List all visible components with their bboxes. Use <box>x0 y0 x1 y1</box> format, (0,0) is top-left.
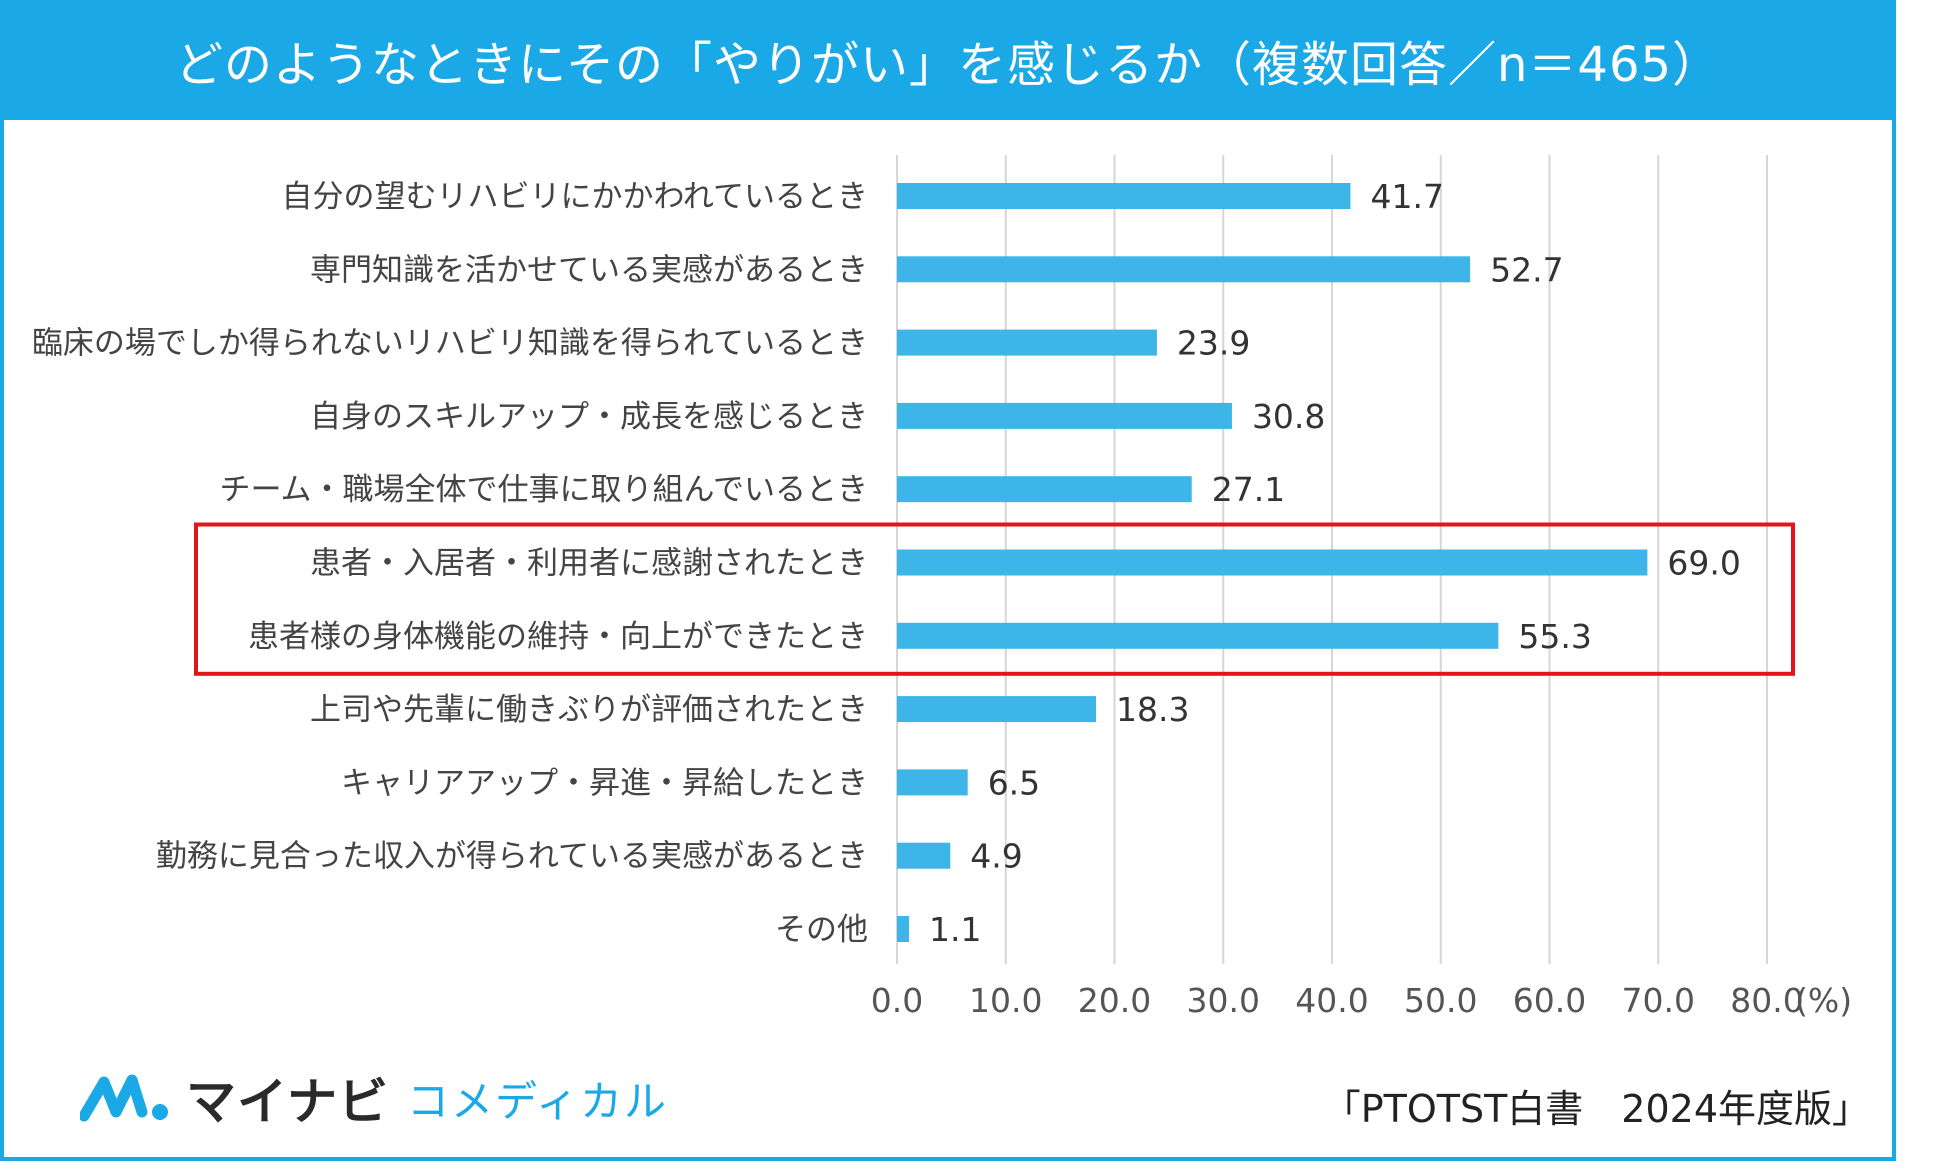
x-tick-label: 0.0 <box>871 981 923 1020</box>
x-tick-label: 40.0 <box>1295 981 1368 1020</box>
x-tick-label: 10.0 <box>969 981 1042 1020</box>
value-label: 1.1 <box>929 910 981 949</box>
category-label: 上司や先輩に働きぶりが評価されたとき <box>310 692 868 728</box>
category-label: 臨床の場でしか得られないリハビリ知識を得られているとき <box>32 326 868 362</box>
chart-title: どのようなときにその「やりがい」を感じるか（複数回答／n＝465） <box>0 0 1896 120</box>
x-unit-label: (%) <box>1795 981 1852 1020</box>
logo: マイナビ コメディカル <box>80 1062 668 1134</box>
x-tick-label: 50.0 <box>1404 981 1477 1020</box>
category-label: 勤務に見合った収入が得られている実感があるとき <box>156 839 868 875</box>
bars <box>897 183 1648 942</box>
category-labels: 自分の望むリハビリにかかわれているとき専門知識を活かせている実感があるとき臨床の… <box>32 179 868 948</box>
chart-frame <box>0 0 1896 1161</box>
x-axis-ticks: 0.0 10.0 20.0 30.0 40.0 50.0 60.0 70.0 80.0(%) <box>871 981 1852 1020</box>
bar <box>897 842 951 869</box>
category-label: 自分の望むリハビリにかかわれているとき <box>281 179 868 215</box>
logo-sub-text: コメディカル <box>407 1076 669 1126</box>
bar <box>897 622 1499 649</box>
x-tick-label: 80.0 <box>1730 981 1803 1020</box>
value-label: 55.3 <box>1518 617 1591 656</box>
logo-main-text: マイナビ <box>186 1073 389 1131</box>
value-label: 69.0 <box>1667 544 1740 583</box>
category-label: 自身のスキルアップ・成長を感じるとき <box>310 399 868 435</box>
bar <box>897 329 1157 356</box>
category-label: 患者様の身体機能の維持・向上ができたとき <box>248 619 868 655</box>
bar-chart: 自分の望むリハビリにかかわれているとき専門知識を活かせている実感があるとき臨床の… <box>32 155 1852 1020</box>
category-label: 専門知識を活かせている実感があるとき <box>310 252 868 288</box>
source-citation: 「PTOTST白書 2024年度版」 <box>1322 1087 1870 1131</box>
highlight-box <box>194 522 1795 676</box>
bar <box>897 549 1648 576</box>
bar <box>897 916 909 942</box>
value-label: 30.8 <box>1252 397 1325 436</box>
value-label: 4.9 <box>970 837 1022 876</box>
x-tick-label: 60.0 <box>1513 981 1586 1020</box>
logo-mark-icon <box>80 1074 168 1122</box>
bar <box>897 476 1192 503</box>
x-tick-label: 30.0 <box>1187 981 1260 1020</box>
value-labels: 41.7 52.7 23.930.8 27.1 69.0 55.3 18.3 6.5 4.9 1.… <box>929 177 1741 949</box>
category-label: キャリアアップ・昇進・昇給したとき <box>341 765 868 801</box>
value-label: 18.3 <box>1116 690 1189 729</box>
bar <box>897 769 968 796</box>
value-label: 27.1 <box>1212 470 1285 509</box>
bar <box>897 696 1097 723</box>
value-label: 52.7 <box>1490 250 1563 289</box>
category-label: その他 <box>775 912 868 948</box>
bar <box>897 183 1351 209</box>
category-label: 患者・入居者・利用者に感謝されたとき <box>310 546 868 582</box>
x-tick-label: 20.0 <box>1078 981 1151 1020</box>
bar <box>897 256 1471 283</box>
category-label: チーム・職場全体で仕事に取り組んでいるとき <box>219 472 868 508</box>
bar <box>897 402 1232 429</box>
value-label: 6.5 <box>988 763 1040 802</box>
value-label: 23.9 <box>1177 324 1250 363</box>
x-tick-label: 70.0 <box>1622 981 1695 1020</box>
value-label: 41.7 <box>1370 177 1443 216</box>
